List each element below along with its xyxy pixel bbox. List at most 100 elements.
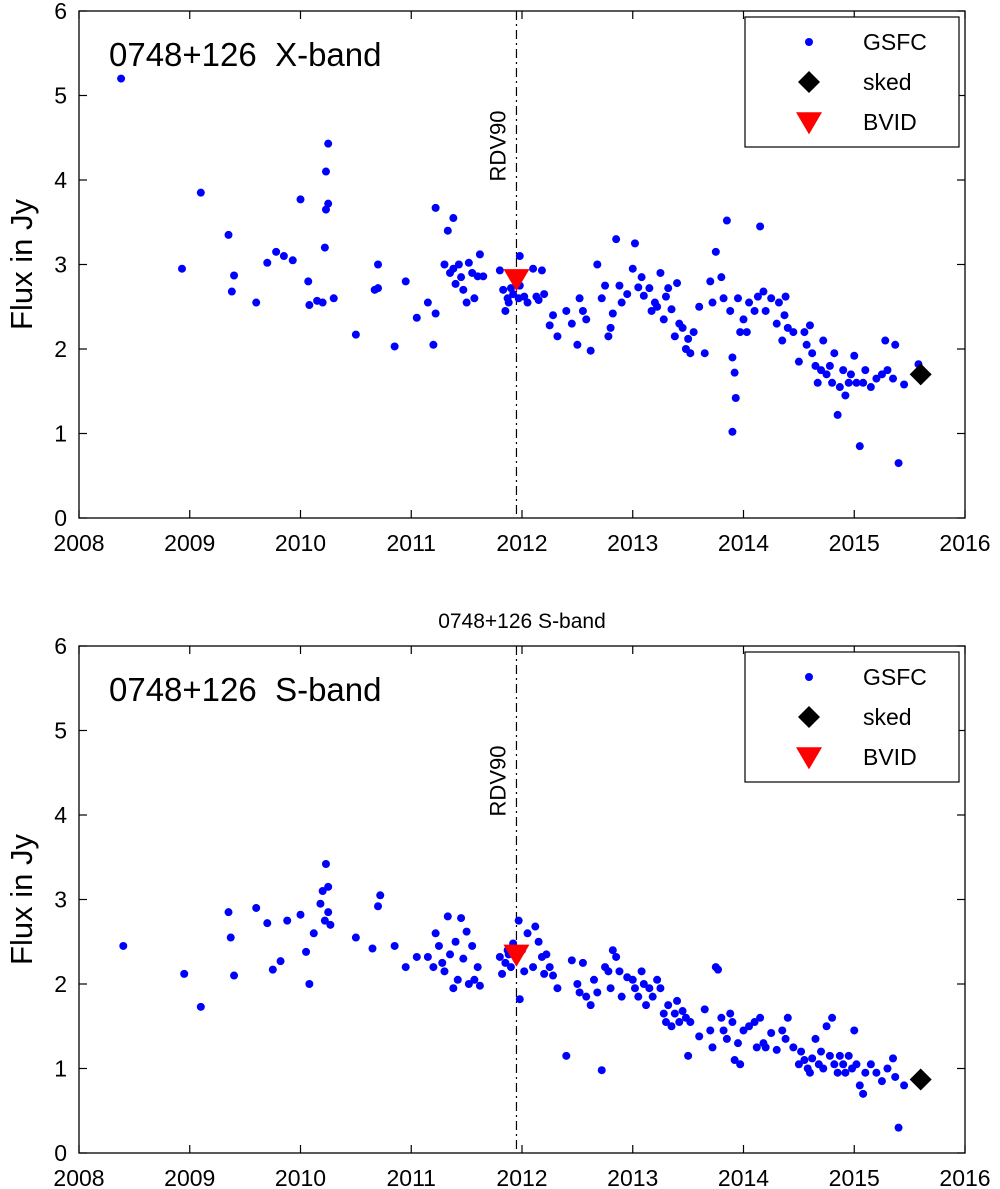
data-point — [504, 298, 513, 307]
data-point — [495, 266, 504, 275]
data-point — [808, 349, 817, 358]
data-point — [549, 971, 558, 980]
data-point — [252, 298, 261, 307]
data-point — [431, 929, 440, 938]
data-point — [750, 1018, 759, 1027]
data-point — [686, 349, 695, 358]
data-point — [889, 374, 898, 383]
data-point — [811, 361, 820, 370]
data-point — [846, 370, 855, 379]
data-point — [390, 941, 399, 950]
data-point — [196, 1002, 205, 1011]
data-point — [523, 298, 532, 307]
x-tick-label: 2013 — [607, 1165, 658, 1189]
data-point — [883, 366, 892, 375]
data-point — [567, 319, 576, 328]
data-point — [509, 290, 518, 299]
data-point — [711, 247, 720, 256]
data-point — [808, 1054, 817, 1063]
data-point — [819, 336, 828, 345]
data-point — [305, 301, 314, 310]
series-sked — [909, 363, 932, 386]
data-point — [589, 975, 598, 984]
data-point — [642, 1001, 651, 1010]
data-point — [739, 315, 748, 324]
data-point — [318, 887, 327, 896]
data-point — [759, 287, 768, 296]
data-point — [196, 188, 205, 197]
x-tick-label: 2010 — [275, 530, 326, 556]
data-point — [562, 306, 571, 315]
legend-label: sked — [863, 704, 912, 730]
data-point — [449, 264, 458, 273]
data-point — [549, 311, 558, 320]
y-tick-label: 5 — [54, 83, 67, 109]
data-point — [708, 298, 717, 307]
data-point — [316, 899, 325, 908]
data-point — [515, 252, 524, 261]
data-point — [604, 332, 613, 341]
legend-marker-sked — [798, 71, 820, 93]
data-point — [811, 1034, 820, 1043]
data-point — [745, 298, 754, 307]
data-point — [593, 260, 602, 269]
data-point — [515, 995, 524, 1004]
data-point — [900, 1081, 909, 1090]
data-point — [794, 357, 803, 366]
data-point — [637, 967, 646, 976]
data-point — [780, 311, 789, 320]
data-point — [545, 321, 554, 330]
y-tick-label: 3 — [54, 887, 67, 913]
data-point — [374, 260, 383, 269]
series-gsfc — [117, 74, 923, 468]
data-point — [695, 302, 704, 311]
data-point — [830, 349, 839, 358]
data-point — [606, 984, 615, 993]
data-point — [659, 315, 668, 324]
legend-label: BVID — [863, 109, 917, 135]
data-point — [615, 967, 624, 976]
data-point — [617, 992, 626, 1001]
data-point — [850, 1026, 859, 1035]
reference-label-bg — [491, 96, 512, 196]
data-point — [736, 328, 745, 337]
data-point — [562, 1051, 571, 1060]
data-point — [224, 908, 233, 917]
data-point — [288, 256, 297, 265]
data-point — [529, 963, 538, 972]
data-point — [302, 947, 311, 956]
x-tick-label: 2015 — [829, 1165, 880, 1189]
data-point — [429, 963, 438, 972]
data-point — [822, 370, 831, 379]
data-point — [844, 1051, 853, 1060]
data-point — [673, 996, 682, 1005]
data-point — [224, 230, 233, 239]
data-point — [667, 305, 676, 314]
data-point — [495, 952, 504, 961]
data-point — [470, 975, 479, 984]
data-point — [706, 1026, 715, 1035]
data-point — [756, 222, 765, 231]
data-point — [774, 298, 783, 307]
data-point — [628, 264, 637, 273]
x-tick-label: 2008 — [53, 1165, 104, 1189]
legend: GSFC sked BVID — [744, 651, 960, 783]
data-point — [401, 963, 410, 972]
data-point — [540, 969, 549, 978]
data-point — [678, 1007, 687, 1016]
y-tick-label: 0 — [54, 505, 67, 531]
data-point — [320, 243, 329, 252]
data-point — [841, 1068, 850, 1077]
data-point — [630, 984, 639, 993]
data-point — [844, 378, 853, 387]
data-point — [451, 279, 460, 288]
data-point — [767, 1029, 776, 1038]
data-point — [700, 1005, 709, 1014]
data-point — [745, 1022, 754, 1031]
y-tick-label: 2 — [54, 971, 67, 997]
data-point — [453, 975, 462, 984]
data-point — [615, 281, 624, 290]
data-point — [800, 328, 809, 337]
data-point — [324, 199, 333, 208]
legend-marker-gsfc — [805, 673, 813, 681]
